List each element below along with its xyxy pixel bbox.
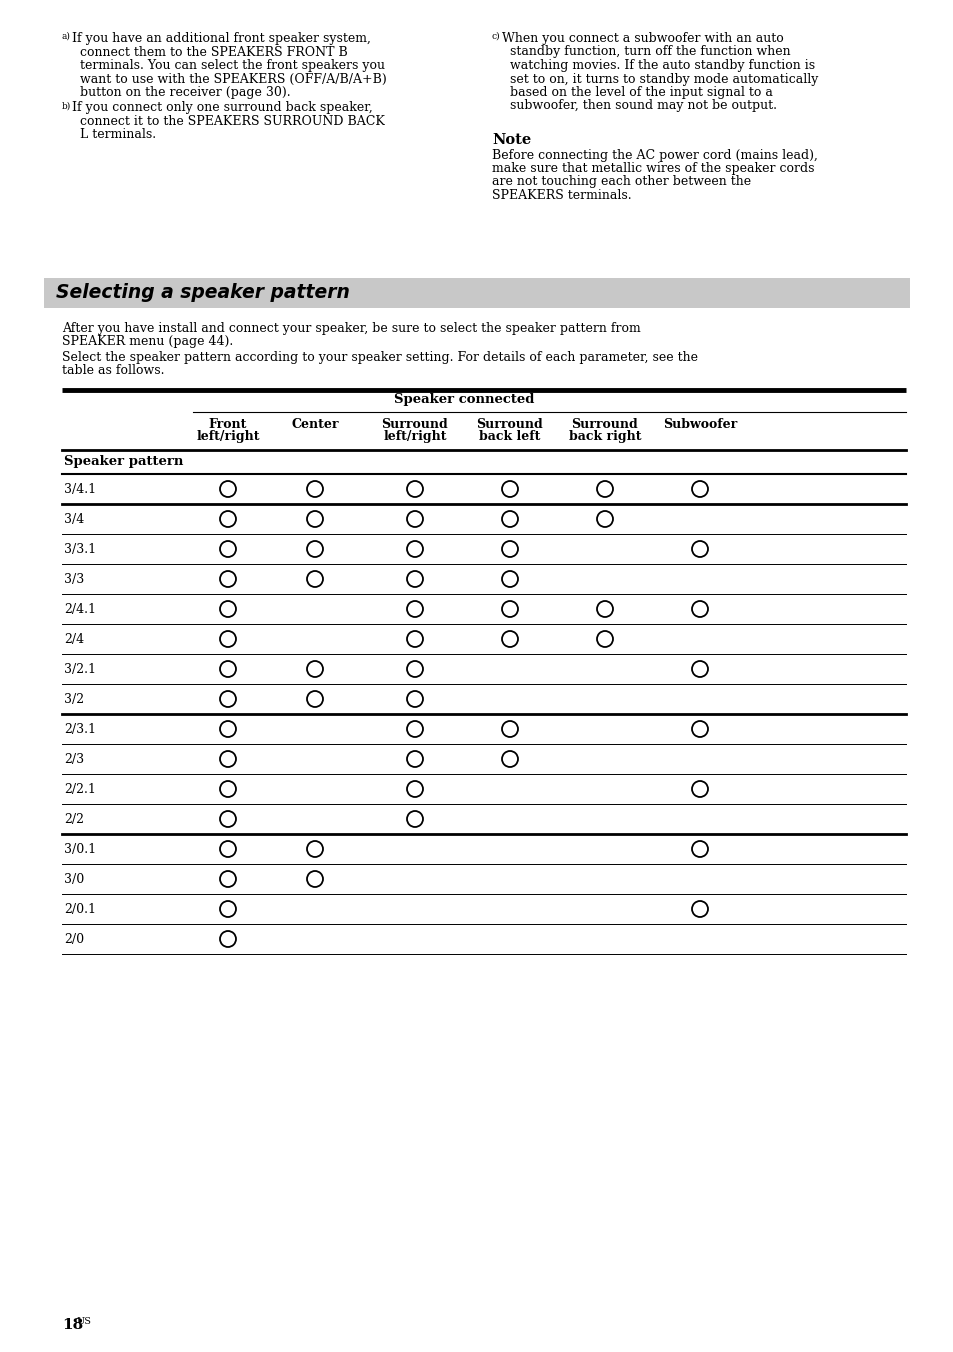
Text: left/right: left/right bbox=[383, 430, 446, 443]
Text: watching movies. If the auto standby function is: watching movies. If the auto standby fun… bbox=[510, 59, 814, 72]
Text: are not touching each other between the: are not touching each other between the bbox=[492, 176, 750, 188]
Text: Surround: Surround bbox=[571, 418, 638, 431]
Text: connect it to the SPEAKERS SURROUND BACK: connect it to the SPEAKERS SURROUND BACK bbox=[80, 115, 384, 128]
Text: Selecting a speaker pattern: Selecting a speaker pattern bbox=[56, 284, 350, 303]
Text: SPEAKER menu (page 44).: SPEAKER menu (page 44). bbox=[62, 335, 233, 349]
Text: connect them to the SPEAKERS FRONT B: connect them to the SPEAKERS FRONT B bbox=[80, 46, 348, 58]
Text: After you have install and connect your speaker, be sure to select the speaker p: After you have install and connect your … bbox=[62, 322, 640, 335]
Text: Front: Front bbox=[209, 418, 247, 431]
Text: 2/3: 2/3 bbox=[64, 753, 84, 765]
Text: make sure that metallic wires of the speaker cords: make sure that metallic wires of the spe… bbox=[492, 162, 814, 174]
Text: If you connect only one surround back speaker,: If you connect only one surround back sp… bbox=[71, 101, 373, 115]
Text: 2/3.1: 2/3.1 bbox=[64, 722, 96, 735]
Text: back right: back right bbox=[568, 430, 640, 443]
Text: 3/2.1: 3/2.1 bbox=[64, 662, 96, 676]
Text: Surround: Surround bbox=[476, 418, 543, 431]
Text: If you have an additional front speaker system,: If you have an additional front speaker … bbox=[71, 32, 371, 45]
Text: When you connect a subwoofer with an auto: When you connect a subwoofer with an aut… bbox=[501, 32, 783, 45]
Bar bbox=[44, 279, 909, 308]
Text: Subwoofer: Subwoofer bbox=[662, 418, 737, 431]
Text: 18: 18 bbox=[62, 1318, 83, 1332]
Text: 2/4.1: 2/4.1 bbox=[64, 603, 96, 615]
Text: SPEAKERS terminals.: SPEAKERS terminals. bbox=[492, 189, 631, 201]
Text: want to use with the SPEAKERS (OFF/A/B/A+B): want to use with the SPEAKERS (OFF/A/B/A… bbox=[80, 73, 386, 85]
Text: 3/0: 3/0 bbox=[64, 872, 84, 886]
Text: Speaker connected: Speaker connected bbox=[394, 393, 534, 407]
Text: b): b) bbox=[62, 101, 71, 111]
Text: button on the receiver (page 30).: button on the receiver (page 30). bbox=[80, 87, 291, 99]
Text: 2/0.1: 2/0.1 bbox=[64, 903, 96, 915]
Text: 2/2.1: 2/2.1 bbox=[64, 783, 95, 795]
Text: left/right: left/right bbox=[196, 430, 259, 443]
Text: Note: Note bbox=[492, 132, 531, 146]
Text: 3/3.1: 3/3.1 bbox=[64, 542, 96, 556]
Text: Center: Center bbox=[291, 418, 338, 431]
Text: back left: back left bbox=[478, 430, 540, 443]
Text: table as follows.: table as follows. bbox=[62, 365, 164, 377]
Text: 3/3: 3/3 bbox=[64, 572, 84, 585]
Text: 2/0: 2/0 bbox=[64, 933, 84, 945]
Text: 2/4: 2/4 bbox=[64, 633, 84, 645]
Text: Surround: Surround bbox=[381, 418, 448, 431]
Text: terminals. You can select the front speakers you: terminals. You can select the front spea… bbox=[80, 59, 385, 72]
Text: 3/2: 3/2 bbox=[64, 692, 84, 706]
Text: 2/2: 2/2 bbox=[64, 813, 84, 826]
Text: Select the speaker pattern according to your speaker setting. For details of eac: Select the speaker pattern according to … bbox=[62, 352, 698, 364]
Text: Speaker pattern: Speaker pattern bbox=[64, 456, 183, 468]
Text: c): c) bbox=[492, 32, 500, 41]
Text: 3/4.1: 3/4.1 bbox=[64, 483, 96, 495]
Text: based on the level of the input signal to a: based on the level of the input signal t… bbox=[510, 87, 772, 99]
Text: subwoofer, then sound may not be output.: subwoofer, then sound may not be output. bbox=[510, 100, 776, 112]
Text: L terminals.: L terminals. bbox=[80, 128, 156, 142]
Text: 3/4: 3/4 bbox=[64, 512, 84, 526]
Text: 3/0.1: 3/0.1 bbox=[64, 842, 96, 856]
Text: US: US bbox=[77, 1317, 91, 1326]
Text: set to on, it turns to standby mode automatically: set to on, it turns to standby mode auto… bbox=[510, 73, 818, 85]
Text: a): a) bbox=[62, 32, 71, 41]
Text: Before connecting the AC power cord (mains lead),: Before connecting the AC power cord (mai… bbox=[492, 149, 817, 161]
Text: standby function, turn off the function when: standby function, turn off the function … bbox=[510, 46, 790, 58]
